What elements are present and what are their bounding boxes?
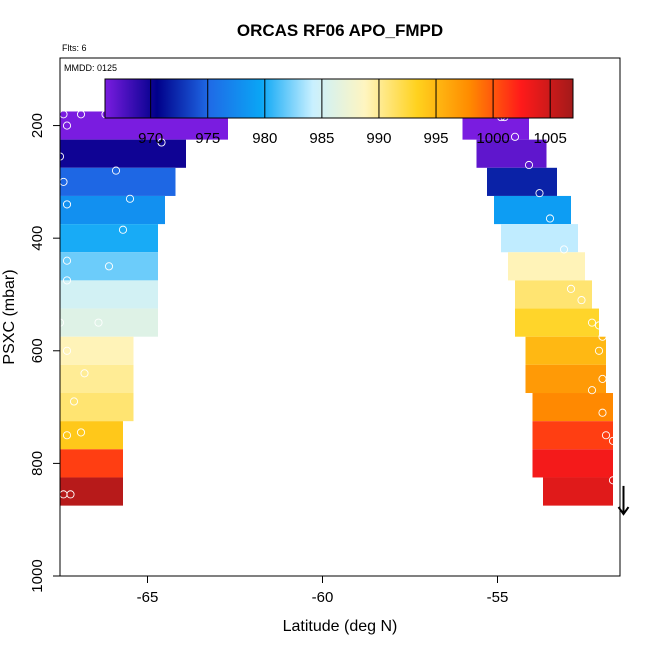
- heatmap-cell-right: [487, 167, 557, 196]
- x-axis-label: Latitude (deg N): [283, 618, 398, 635]
- x-tick-label: -65: [137, 589, 159, 606]
- flights-note: Flts: 6: [62, 43, 87, 53]
- colorbar-tick-label: 970: [138, 130, 163, 147]
- sample-point: [62, 346, 72, 355]
- sample-point: [66, 490, 75, 499]
- heatmap-cell-right: [515, 280, 592, 309]
- sample-point: [62, 200, 72, 209]
- heatmap-cell-left: [60, 195, 165, 225]
- chart-title: ORCAS RF06 APO_FMPD: [237, 21, 443, 40]
- y-axis-label: PSXC (mbar): [1, 269, 18, 364]
- colorbar-tick-label: 1005: [533, 130, 566, 147]
- sample-point: [587, 386, 597, 395]
- sample-point: [69, 397, 79, 406]
- sample-point: [601, 431, 611, 440]
- colorbar-tick-label: 980: [252, 130, 277, 147]
- colorbar-tick-label: 1000: [476, 130, 509, 147]
- y-axis: 200 400 600 800 1000: [29, 113, 60, 593]
- sample-point: [598, 332, 607, 341]
- sample-point: [566, 284, 576, 293]
- sample-point: [587, 318, 597, 327]
- heatmap-cell-right: [532, 449, 613, 478]
- sample-point: [608, 436, 618, 445]
- heatmap-cell-left: [60, 477, 123, 506]
- sample-point: [577, 296, 586, 305]
- sample-point: [559, 245, 569, 254]
- colorbar-tick-label: 990: [366, 130, 391, 147]
- y-tick-label: 400: [29, 226, 46, 251]
- colorbar-bar: [104, 78, 574, 119]
- heatmap-cell-right: [494, 195, 571, 225]
- sample-point: [76, 110, 86, 119]
- x-axis: -65 -60 -55: [137, 576, 509, 606]
- x-tick-label: -55: [487, 589, 509, 606]
- sample-point: [535, 189, 544, 198]
- sample-point: [157, 138, 166, 147]
- colorbar-ticks: 970 975 980 985 990 995 1000 1005: [138, 79, 567, 147]
- sample-point: [594, 346, 604, 355]
- heatmap-cell-left: [60, 364, 134, 394]
- colorbar-tick-label: 985: [309, 130, 334, 147]
- sample-point: [598, 408, 607, 417]
- sample-point: [510, 132, 520, 141]
- sample-point: [94, 318, 103, 327]
- sample-point: [125, 194, 135, 203]
- colorbar-tick-label: 995: [424, 130, 449, 147]
- heatmap-cell-right: [543, 477, 613, 506]
- sample-point: [104, 262, 114, 271]
- y-tick-label: 600: [29, 338, 46, 363]
- sample-point: [62, 121, 72, 130]
- heatmap-cell-right: [508, 252, 585, 281]
- sample-point: [80, 369, 89, 378]
- sample-point: [545, 214, 555, 223]
- heatmap-cell-left: [60, 139, 186, 168]
- heatmap-cell-right: [525, 336, 606, 365]
- sample-point: [62, 431, 72, 440]
- heatmap-cell-right: [515, 308, 599, 337]
- heatmap-cell-left: [60, 280, 158, 309]
- sample-point: [118, 225, 128, 234]
- heatmap-cell-right: [501, 224, 578, 253]
- y-tick-label: 200: [29, 113, 46, 138]
- sample-point: [62, 276, 72, 285]
- x-tick-label: -60: [312, 589, 334, 606]
- plot-frame: [59, 57, 621, 577]
- heatmap-cell-left: [60, 393, 134, 422]
- y-tick-label: 1000: [29, 559, 46, 592]
- heatmap-cell-right: [525, 364, 606, 394]
- heatmap-cell-right: [532, 421, 613, 450]
- heatmap-cell-left: [60, 224, 158, 253]
- heatmap-cell-left: [60, 252, 158, 281]
- sample-point: [598, 374, 607, 383]
- sample-point: [594, 321, 604, 330]
- heatmap-cell-left: [60, 421, 123, 450]
- sample-point: [608, 476, 618, 485]
- heatmap-cell-right: [476, 139, 547, 168]
- date-note: MMDD: 0125: [64, 63, 117, 73]
- sample-point: [524, 160, 534, 170]
- sample-point: [62, 256, 72, 265]
- heatmap-cell-left: [60, 308, 158, 337]
- y-tick-label: 800: [29, 451, 46, 476]
- heatmap-cell-left: [60, 336, 134, 365]
- colorbar-tick-label: 975: [195, 130, 220, 147]
- heatmap-cell-right: [532, 393, 613, 422]
- heatmap-cell-left: [60, 167, 176, 196]
- colorbar: 970 975 980 985 990 995 1000 1005: [104, 78, 574, 147]
- sample-point: [111, 166, 121, 175]
- heatmap-cell-left: [60, 449, 123, 478]
- heatmap-cells: [60, 111, 613, 506]
- sample-point: [76, 428, 86, 437]
